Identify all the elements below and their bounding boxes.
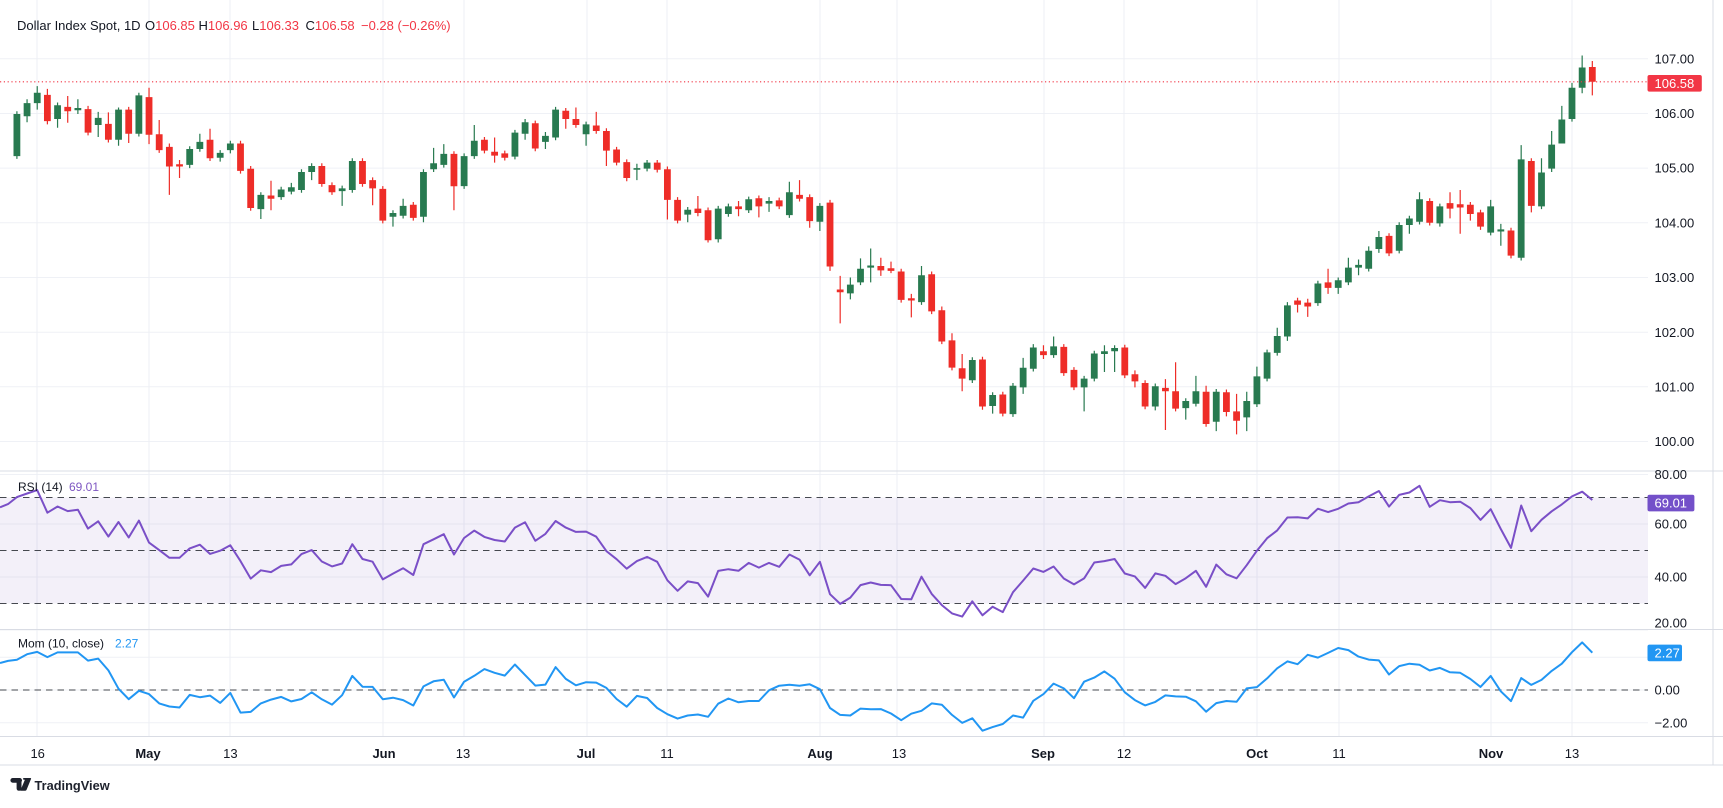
svg-text:May: May <box>135 746 161 761</box>
svg-text:C106.58: C106.58 <box>306 18 355 33</box>
svg-text:20.00: 20.00 <box>1655 616 1688 631</box>
svg-text:2.27: 2.27 <box>1655 646 1680 661</box>
svg-text:Jul: Jul <box>577 746 596 761</box>
svg-text:13: 13 <box>223 746 237 761</box>
svg-text:Aug: Aug <box>807 746 832 761</box>
svg-text:−2.00: −2.00 <box>1655 715 1688 730</box>
svg-text:13: 13 <box>892 746 906 761</box>
svg-text:TradingView: TradingView <box>35 778 110 793</box>
svg-text:−0.28 (−0.26%): −0.28 (−0.26%) <box>361 18 451 33</box>
svg-text:Dollar Index Spot, 1D: Dollar Index Spot, 1D <box>17 18 141 33</box>
svg-text:60.00: 60.00 <box>1655 517 1688 532</box>
svg-text:Sep: Sep <box>1031 746 1055 761</box>
svg-text:80.00: 80.00 <box>1655 467 1688 482</box>
svg-text:105.00: 105.00 <box>1655 161 1695 176</box>
svg-text:106.58: 106.58 <box>1655 76 1695 91</box>
svg-text:13: 13 <box>1565 746 1579 761</box>
svg-text:Oct: Oct <box>1246 746 1268 761</box>
svg-text:H106.96: H106.96 <box>199 18 248 33</box>
svg-text:11: 11 <box>660 746 674 761</box>
svg-text:101.00: 101.00 <box>1655 379 1695 394</box>
svg-text:106.00: 106.00 <box>1655 106 1695 121</box>
svg-text:69.01: 69.01 <box>1655 496 1688 511</box>
svg-text:40.00: 40.00 <box>1655 570 1688 585</box>
svg-text:2.27: 2.27 <box>115 637 139 651</box>
svg-text:12: 12 <box>1117 746 1131 761</box>
svg-text:102.00: 102.00 <box>1655 325 1695 340</box>
svg-text:100.00: 100.00 <box>1655 434 1695 449</box>
svg-text:RSI (14): RSI (14) <box>18 480 63 494</box>
svg-text:0.00: 0.00 <box>1655 683 1680 698</box>
svg-text:Jun: Jun <box>372 746 395 761</box>
svg-text:13: 13 <box>456 746 470 761</box>
svg-text:L106.33: L106.33 <box>252 18 299 33</box>
svg-text:Nov: Nov <box>1479 746 1504 761</box>
svg-text:16: 16 <box>30 746 44 761</box>
svg-text:69.01: 69.01 <box>69 480 99 494</box>
svg-text:11: 11 <box>1332 746 1346 761</box>
svg-text:107.00: 107.00 <box>1655 51 1695 66</box>
svg-text:Mom (10, close): Mom (10, close) <box>18 637 104 651</box>
svg-text:O106.85: O106.85 <box>145 18 195 33</box>
svg-text:103.00: 103.00 <box>1655 270 1695 285</box>
svg-text:104.00: 104.00 <box>1655 215 1695 230</box>
